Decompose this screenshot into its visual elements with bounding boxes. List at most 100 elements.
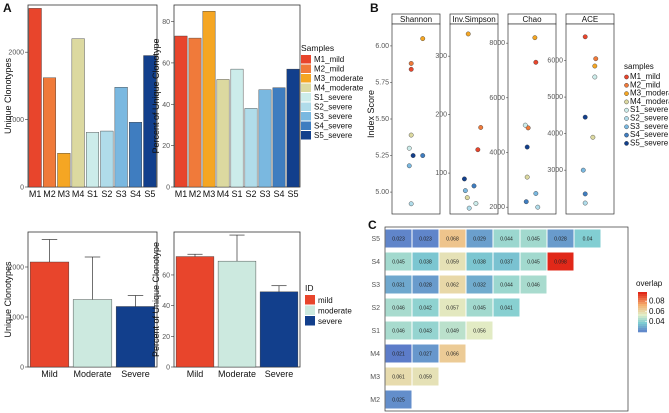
point-m2_mild xyxy=(408,61,414,66)
y-tick-label: 0 xyxy=(166,185,170,192)
point-s4_severe xyxy=(582,191,588,197)
panel-label-b: B xyxy=(370,1,379,15)
x-tick-label: M1 xyxy=(175,189,188,199)
heatmap-cell xyxy=(385,367,412,386)
legend-swatch xyxy=(624,83,629,88)
bar-s4 xyxy=(272,87,286,188)
legend-entry: M3_moderate xyxy=(314,74,364,83)
heatmap-cell xyxy=(385,344,412,363)
y-tick-label: 8000 xyxy=(489,40,505,47)
cell-value: 0.042 xyxy=(419,305,432,311)
legend-entry: M3_moderate xyxy=(630,89,669,98)
cell-value: 0.049 xyxy=(446,328,459,334)
panel-label-c: C xyxy=(368,218,377,232)
heatmap-cell xyxy=(466,252,493,271)
x-tick-label: S2 xyxy=(101,189,112,199)
cell-value: 0.046 xyxy=(392,328,405,334)
legend-swatch xyxy=(305,316,315,326)
x-tick-label: M2 xyxy=(43,189,56,199)
heatmap-cell xyxy=(520,229,547,248)
y-tick-label: 1000 xyxy=(8,315,24,322)
x-tick-label: M4 xyxy=(72,189,85,199)
bar-s5 xyxy=(286,68,300,188)
panel-label-a: A xyxy=(3,1,12,15)
point-s1_severe xyxy=(522,122,528,128)
colorbar-segment xyxy=(638,310,647,313)
bar-s3 xyxy=(114,87,128,188)
y-axis-label: Unique Clonotypes xyxy=(3,57,13,134)
facet-panel xyxy=(507,23,557,215)
heatmap-cell xyxy=(439,344,466,363)
y-tick-label: 5.00 xyxy=(375,189,389,196)
point-s5_severe xyxy=(524,144,530,150)
legend-samples: Samples M1_mildM2_mildM3_moderateM4_moder… xyxy=(301,43,364,140)
legend-title: Samples xyxy=(301,43,334,53)
x-tick-label: M3 xyxy=(203,189,216,199)
y-tick-label: 200 xyxy=(435,112,447,119)
heatmap-cell xyxy=(466,275,493,294)
y-tick-label: 20 xyxy=(162,143,170,150)
row-label: S3 xyxy=(371,282,380,289)
cell-value: 0.057 xyxy=(446,305,459,311)
legend-swatch xyxy=(301,112,311,121)
legend-swatch xyxy=(624,74,629,80)
legend-entry: severe xyxy=(318,317,343,326)
bar-s5 xyxy=(143,55,157,188)
y-tick-label: 5.75 xyxy=(375,79,389,86)
colorbar-tick-label: 0.04 xyxy=(649,317,665,326)
point-m1_mild xyxy=(475,147,481,153)
row-label: M3 xyxy=(370,374,380,381)
cell-value: 0.028 xyxy=(554,236,567,242)
legend-entry: S3_severe xyxy=(630,122,669,131)
bar-m3 xyxy=(202,11,216,188)
x-tick-label: S2 xyxy=(245,189,256,199)
bar-m1 xyxy=(28,8,42,188)
heatmap-cell xyxy=(412,344,439,363)
colorbar-segment xyxy=(638,308,647,311)
y-axis-label: Percent of Unique Clonotype xyxy=(151,242,161,357)
heatmap-cell xyxy=(493,275,520,294)
bar-s2 xyxy=(100,130,114,188)
point-s3_severe xyxy=(406,163,412,169)
cell-value: 0.041 xyxy=(500,305,513,311)
legend-overlap: overlap 0.040.060.08 xyxy=(636,279,665,333)
bar-m3 xyxy=(57,153,71,188)
y-tick-label: 60 xyxy=(162,60,170,67)
bar-mild xyxy=(29,261,70,368)
point-s3_severe xyxy=(533,191,539,196)
point-s4_severe xyxy=(420,153,426,158)
y-axis-label: Index Score xyxy=(366,90,376,138)
x-tick-label: S5 xyxy=(144,189,155,199)
point-s2_severe xyxy=(535,204,541,210)
bar-s3 xyxy=(258,89,272,188)
cell-value: 0.045 xyxy=(527,259,540,265)
point-s3_severe xyxy=(462,188,468,194)
legend-entry: M4_moderate xyxy=(314,84,364,93)
x-tick-label: S4 xyxy=(130,189,141,199)
legend-entry: M2_mild xyxy=(314,65,344,74)
colorbar-segment xyxy=(638,296,647,299)
bar-s1 xyxy=(230,68,244,188)
colorbar-segment xyxy=(638,324,647,327)
colorbar-segment xyxy=(638,292,647,295)
point-m4_moderate xyxy=(524,174,530,180)
colorbar-segment xyxy=(638,304,647,307)
colorbar-tick-label: 0.08 xyxy=(649,297,665,306)
point-m3_moderate xyxy=(465,31,471,37)
colorbar-segment xyxy=(638,314,647,317)
legend-swatch xyxy=(301,93,311,102)
point-m4_moderate xyxy=(464,195,470,201)
bar-m4 xyxy=(216,79,230,188)
point-s4_severe xyxy=(523,199,529,205)
bar-s4 xyxy=(128,122,143,188)
legend-swatch xyxy=(301,102,311,111)
cell-value: 0.045 xyxy=(527,236,540,242)
cell-value: 0.025 xyxy=(392,397,405,403)
heatmap-cell xyxy=(412,252,439,271)
heatmap-cell xyxy=(385,275,412,294)
cell-value: 0.043 xyxy=(419,328,432,334)
heatmap-cell xyxy=(412,321,439,340)
facet-title: Inv.Simpson xyxy=(452,15,495,24)
